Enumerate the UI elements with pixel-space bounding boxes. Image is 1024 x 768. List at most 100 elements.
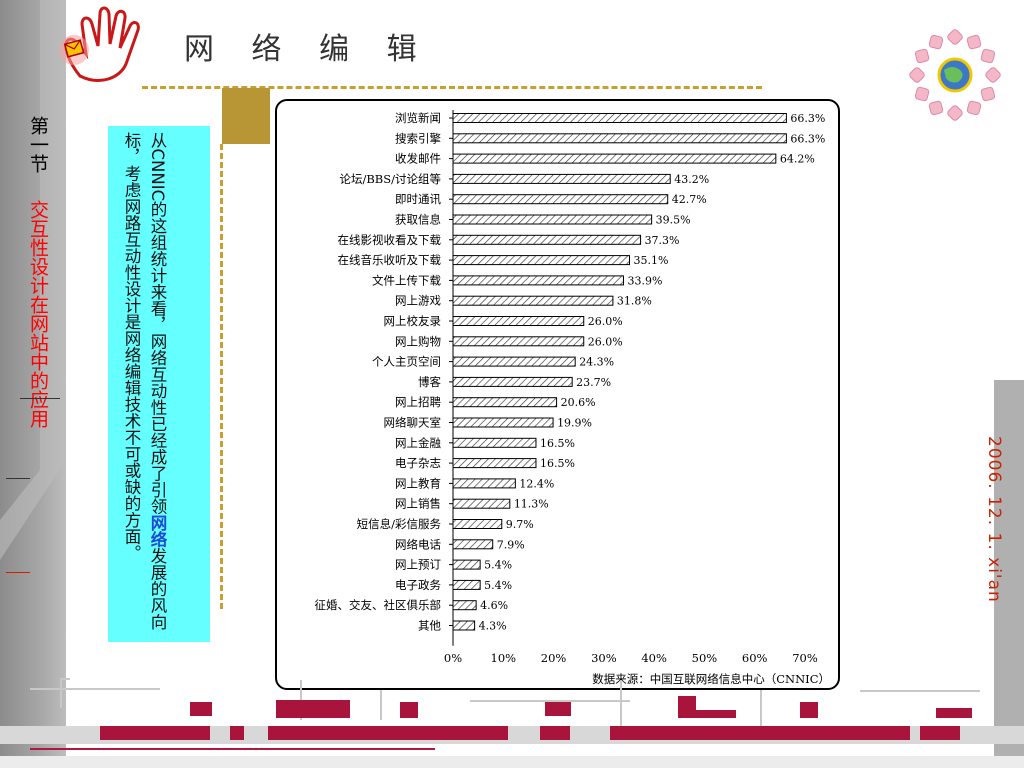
bar-value-label: 64.2% — [780, 153, 815, 166]
category-label: 即时通讯 — [395, 192, 441, 206]
bar — [452, 458, 537, 469]
badge-petal — [985, 67, 1001, 83]
bar — [452, 356, 576, 367]
bar-value-label: 7.9% — [497, 538, 525, 551]
gold-accent-block — [222, 88, 270, 144]
chart-source: 数据来源：中国互联网络信息中心（CNNIC） — [592, 672, 830, 686]
bar-value-label: 19.9% — [557, 417, 592, 430]
section-label: 第一节 — [27, 116, 49, 173]
bar-value-label: 66.3% — [790, 132, 825, 145]
bar-value-label: 9.7% — [506, 518, 534, 531]
bar-value-label: 42.7% — [672, 193, 707, 206]
category-label: 文件上传下载 — [372, 273, 441, 287]
description-pre: 从CNNIC的这组统计来看，网络互动性已经成了引领 — [148, 132, 167, 515]
category-label: 网上购物 — [395, 334, 441, 348]
bar — [452, 559, 481, 570]
bar — [452, 519, 503, 529]
x-tick-label: 20% — [541, 651, 567, 665]
bar — [452, 417, 554, 428]
category-label: 短信息/彩信服务 — [357, 517, 442, 531]
bar-value-label: 4.6% — [480, 599, 508, 612]
slide-title: 网 络 编 辑 — [184, 32, 431, 67]
left-band-wedge — [0, 0, 66, 560]
bar-value-label: 43.2% — [674, 173, 709, 186]
badge-petal — [928, 100, 944, 116]
badge-petal — [928, 34, 944, 50]
bar — [452, 579, 481, 590]
globe-badge-icon — [909, 29, 1001, 121]
bottom-decoration — [0, 678, 1024, 768]
category-label: 论坛/BBS/讨论组等 — [339, 172, 441, 186]
bar-value-label: 31.8% — [617, 295, 652, 308]
bar-value-label: 66.3% — [790, 112, 825, 125]
category-label: 网上校友录 — [384, 314, 442, 328]
category-label: 获取信息 — [395, 213, 441, 227]
bar-value-label: 16.5% — [540, 437, 575, 450]
description-highlight: 网络 — [148, 514, 167, 548]
hand-logo-icon — [59, 6, 140, 82]
description-text: 从CNNIC的这组统计来看，网络互动性已经成了引领网络发展的风向标，考虑网路互动… — [118, 132, 170, 636]
bar-value-label: 23.7% — [576, 376, 611, 389]
category-label: 电子杂志 — [395, 456, 441, 470]
bar-value-label: 33.9% — [627, 274, 662, 287]
badge-petal — [909, 67, 925, 83]
bar-value-label: 5.4% — [484, 559, 512, 572]
category-label: 征婚、交友、社区俱乐部 — [315, 598, 442, 612]
bar — [452, 539, 494, 550]
category-label: 网络聊天室 — [384, 416, 442, 430]
bar — [452, 133, 787, 144]
bar-value-label: 26.0% — [588, 335, 623, 348]
vertical-dashed-rule — [220, 144, 223, 609]
bar — [452, 173, 671, 184]
date-text: 2006. 12. 1. xi'an — [984, 436, 1004, 603]
badge-petal — [947, 105, 963, 121]
bar — [452, 336, 585, 347]
bar — [452, 255, 631, 266]
category-label: 电子政务 — [395, 578, 441, 592]
badge-petal — [947, 29, 963, 45]
badge-petal — [966, 100, 982, 116]
topic-divider-short — [6, 478, 30, 479]
bar — [452, 275, 624, 286]
bar-value-label: 20.6% — [561, 396, 596, 409]
bar-value-label: 39.5% — [656, 214, 691, 227]
badge-petal — [914, 48, 930, 64]
category-label: 网上销售 — [395, 497, 441, 511]
bar — [452, 214, 653, 225]
category-label: 网上教育 — [395, 476, 441, 490]
badge-petal — [966, 34, 982, 50]
bar-value-label: 16.5% — [540, 457, 575, 470]
topic-divider — [20, 398, 60, 399]
x-tick-label: 10% — [491, 651, 517, 665]
bar — [452, 153, 777, 164]
right-gray-band — [994, 380, 1024, 768]
category-label: 网络电话 — [395, 537, 441, 551]
category-label: 网上预订 — [395, 558, 441, 572]
bar — [452, 620, 476, 631]
x-tick-label: 70% — [792, 651, 818, 665]
bar — [452, 478, 516, 489]
bar-value-label: 5.4% — [484, 579, 512, 592]
bar — [452, 316, 585, 326]
bar — [452, 295, 614, 306]
category-label: 搜索引擎 — [395, 131, 441, 145]
category-label: 浏览新闻 — [395, 111, 441, 125]
x-tick-label: 0% — [444, 651, 462, 665]
category-label: 网上金融 — [395, 436, 441, 450]
bar — [452, 194, 669, 205]
bar-value-label: 4.3% — [479, 620, 507, 633]
badge-petal — [980, 86, 996, 102]
description-box — [108, 126, 210, 642]
bar-value-label: 37.3% — [645, 234, 680, 247]
category-label: 在线影视收看及下载 — [338, 233, 442, 247]
bar-value-label: 24.3% — [579, 356, 614, 369]
bar-value-label: 26.0% — [588, 315, 623, 328]
x-tick-label: 40% — [641, 651, 667, 665]
bar-chart: 浏览新闻 66.3% 搜索引擎 66.3% 收发邮件 64.2% 论坛/BBS/讨论组等 43… — [315, 110, 830, 686]
bar-value-label: 11.3% — [514, 498, 549, 511]
category-label: 网上招聘 — [395, 395, 441, 409]
bar — [452, 376, 573, 387]
top-dashed-rule — [142, 86, 762, 89]
bar — [452, 234, 642, 245]
description-post: 发展的风向标，考虑网路互动性设计是网络编辑技术不可或缺的方面。 — [122, 132, 167, 631]
